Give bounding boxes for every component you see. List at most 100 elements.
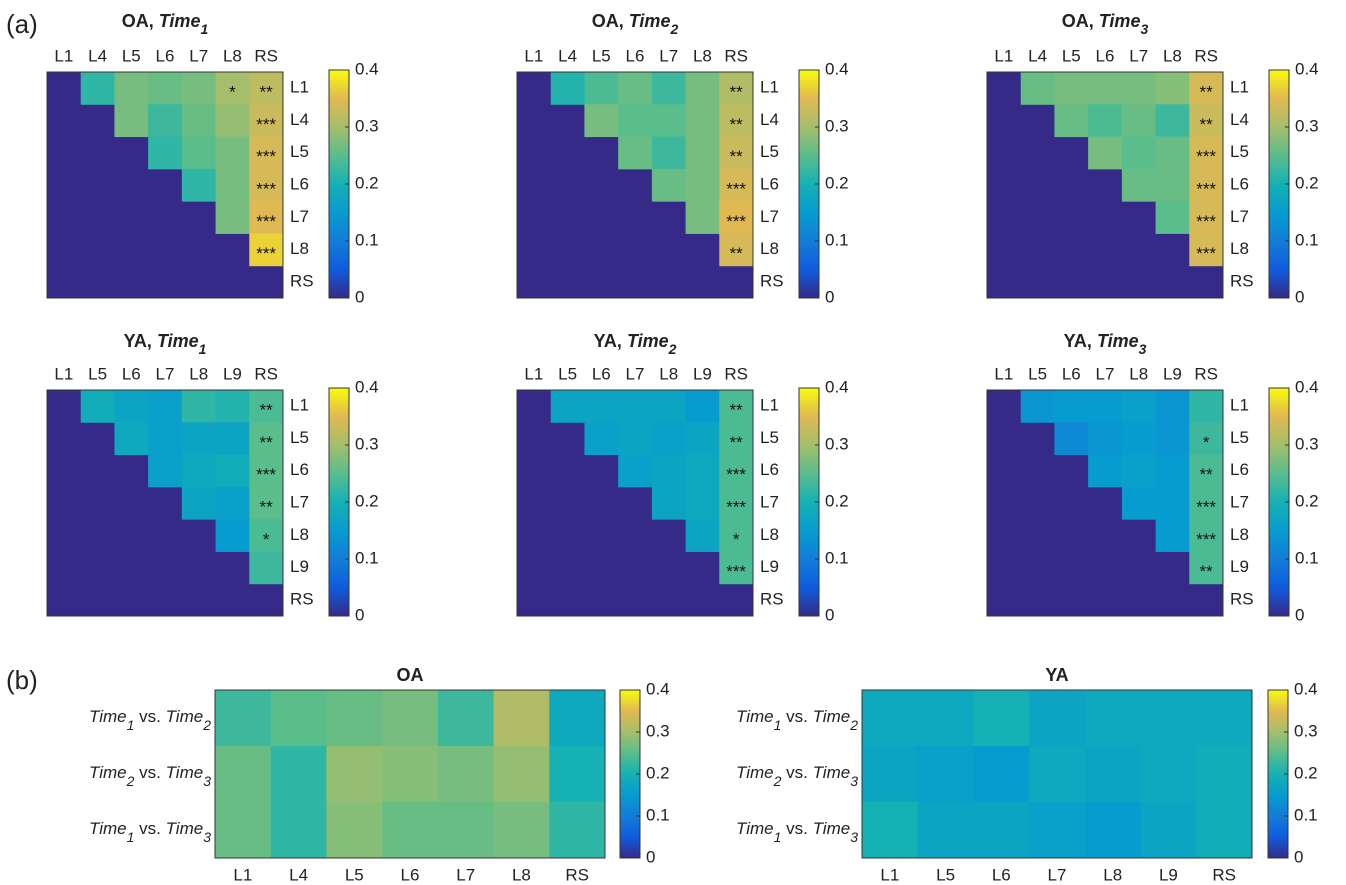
x-tick-label: L9 [1163,364,1182,383]
colorbar-tick-label: 0.4 [355,59,379,78]
y-tick-label: L8 [290,239,309,258]
heatmap-cell [1121,72,1157,105]
heatmap-cell [549,802,606,859]
x-tick-label: RS [1194,364,1218,383]
y-tick-label: L5 [760,142,779,161]
x-tick-label: L6 [626,46,645,65]
heatmap-frame [986,389,1224,617]
heatmap-cell [651,390,687,423]
heatmap-frame [214,689,606,859]
heatmap-cell [181,390,217,423]
y-tick-label: L7 [290,207,309,226]
x-tick-label: L6 [1062,364,1081,383]
heatmap-cell [1155,104,1190,138]
heatmap-cell [917,690,974,747]
significance-label: *** [726,465,746,484]
y-tick-label: L5 [760,428,779,447]
chart-title: OA, Time2 [592,11,679,37]
y-label-part: vs. [781,707,812,726]
significance-label: ** [730,147,744,166]
heatmap-cell [719,519,754,552]
heatmap-cell [215,104,250,138]
heatmap-cell [181,454,217,488]
colorbar-tick-label: 0.4 [1294,679,1318,698]
heatmap-cell [114,104,149,138]
x-tick-label: RS [254,46,278,65]
heatmap-cell [270,746,327,803]
colorbar-tick-label: 0.4 [355,377,379,396]
y-tick-label: L7 [1230,492,1249,511]
heatmap-cell [249,486,284,520]
heatmap-cell [1155,486,1190,520]
colorbar-tick-label: 0 [825,287,834,306]
x-tick-label: L6 [401,865,420,884]
heatmap-cell [685,72,720,105]
heatmap-cell [326,690,383,747]
significance-label: * [1203,433,1210,452]
significance-label: ** [1200,562,1214,581]
title-part: 1 [199,341,207,357]
x-tick-label: L7 [456,865,475,884]
heatmap-frame [516,389,754,617]
heatmap-cell [1121,486,1157,520]
heatmap-cell [215,168,250,202]
title-part: OA, [122,11,159,31]
heatmap-cell [249,168,284,202]
colorbar-tick-label: 0 [646,847,655,866]
y-tick-label: Time1 vs. Time3 [89,819,211,844]
y-tick-label: RS [760,589,784,608]
x-tick-label: L4 [1028,46,1047,65]
significance-label: * [263,530,270,549]
heatmap-cell [493,746,550,803]
colorbar-tick-label: 0.1 [355,548,379,567]
heatmap-cell [181,486,217,520]
y-label-part: 2 [126,773,135,789]
heatmap-cell [618,422,653,456]
heatmap-cell [618,454,653,488]
heatmap-cell [651,104,687,138]
heatmap-cell [215,519,250,552]
heatmap-cell [181,72,217,105]
y-label-part: vs. [781,763,812,782]
colorbar-tick-label: 0.1 [1294,805,1318,824]
colorbar-tick-label: 0.4 [646,679,670,698]
y-tick-label: L8 [760,239,779,258]
y-tick-label: L5 [290,428,309,447]
x-tick-label: L8 [512,865,531,884]
colorbar-tick-label: 0 [355,605,364,624]
colorbar-tick-label: 0.1 [825,230,849,249]
heatmap-cell [719,168,754,202]
y-tick-label: RS [1230,589,1254,608]
heatmap-cell [685,390,720,423]
colorbar-tick-label: 0.1 [825,548,849,567]
heatmap-cell [1189,486,1224,520]
significance-label: ** [260,83,274,102]
x-tick-label: L7 [1048,865,1067,884]
colorbar-tick-label: 0.1 [646,805,670,824]
heatmap-cell [1189,422,1224,456]
y-tick-label: L7 [760,207,779,226]
heatmap-cell [1088,454,1123,488]
heatmap-cell [148,72,183,105]
colorbar-tick-label: 0.4 [1295,59,1319,78]
heatmap-cell [719,551,754,585]
y-label-part: vs. [134,763,165,782]
heatmap-cell [1084,690,1142,747]
x-tick-label: L1 [524,364,543,383]
colorbar-tick-label: 0.1 [355,230,379,249]
colorbar-tick-label: 0.1 [1295,548,1319,567]
colorbar-tick-label: 0.3 [1295,434,1319,453]
heatmap-cell [685,168,720,202]
heatmap-cell [1020,72,1055,105]
significance-label: *** [256,465,276,484]
y-tick-label: Time1 vs. Time2 [736,707,858,732]
heatmap-cell [114,72,149,105]
heatmap-cell [618,104,653,138]
y-tick-label: L1 [290,396,309,415]
heatmap-cell [1189,551,1224,585]
significance-label: *** [726,562,746,581]
y-tick-label: L1 [290,78,309,97]
colorbar-tick-label: 0.2 [1295,173,1319,192]
heatmap-cell [382,690,439,747]
y-tick-label: L6 [1230,174,1249,193]
